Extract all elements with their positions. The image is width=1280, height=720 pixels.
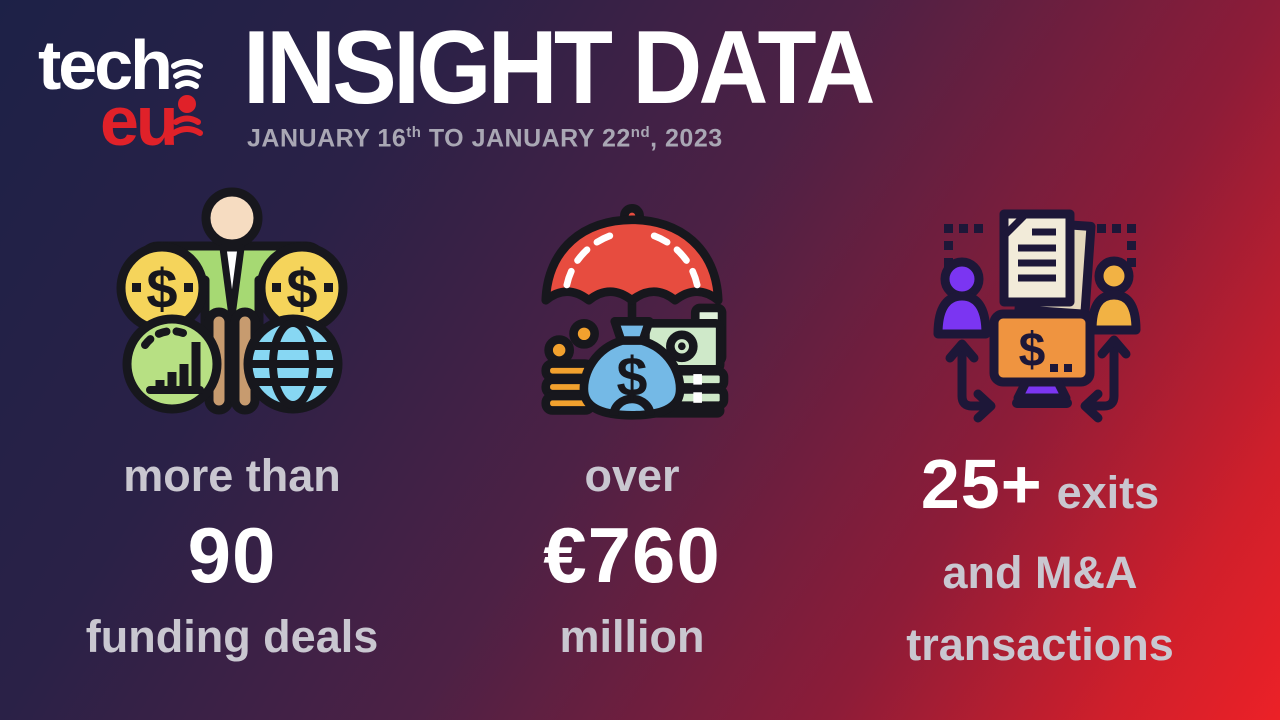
- date-part: , 2023: [650, 124, 723, 153]
- svg-text:$: $: [1019, 324, 1046, 377]
- stat-icon-wrap: $: [850, 184, 1230, 434]
- dollar-coin-right: $: [256, 242, 348, 334]
- stat-exits-ma: $ 25+ exits: [850, 184, 1230, 681]
- stat-value: 25+: [920, 445, 1043, 523]
- tie: [219, 244, 245, 320]
- svg-text:$: $: [617, 346, 648, 408]
- people-computer-transaction-icon: $: [933, 209, 1141, 423]
- stat-value: 90: [187, 511, 277, 600]
- umbrella-canopy: [541, 203, 723, 305]
- money-bag: $: [579, 317, 685, 420]
- stat-caption: over €760 million: [442, 446, 822, 666]
- stat-line2: transactions: [906, 619, 1174, 670]
- svg-text:$: $: [286, 257, 317, 320]
- umbrella-over-money-icon: $: [541, 203, 729, 420]
- logo-word-eu: eu: [100, 82, 179, 160]
- stat-line1: and M&A: [942, 547, 1138, 598]
- exchange-arrows: [945, 335, 1131, 423]
- stat-icon-wrap: $ $: [42, 184, 422, 434]
- page-title: INSIGHT DATA: [243, 10, 875, 126]
- stat-value: €760: [543, 511, 721, 600]
- date-range: JANUARY 16th TO JANUARY 22nd, 2023: [247, 124, 723, 153]
- signal-waves-icon: [171, 59, 203, 136]
- techeu-logo: tech eu: [38, 30, 248, 175]
- stat-line1: more than: [123, 450, 341, 501]
- date-part: JANUARY 16: [247, 124, 407, 153]
- person-left: [933, 257, 991, 339]
- stat-caption: more than 90 funding deals: [42, 446, 422, 666]
- date-ordinal: nd: [630, 124, 651, 141]
- stat-line2: million: [559, 611, 705, 663]
- stat-value-suffix: exits: [1056, 467, 1160, 518]
- person-head: [201, 187, 263, 249]
- stat-caption: 25+ exits and M&A transactions: [850, 446, 1230, 681]
- date-ordinal: th: [406, 124, 422, 141]
- documents: [999, 209, 1096, 319]
- stat-line-big: 25+ exits: [850, 446, 1230, 523]
- person-balancing-money-icon: $ $: [116, 187, 348, 415]
- stat-funding-deals: $ $: [42, 184, 422, 666]
- stat-line1: over: [584, 450, 680, 501]
- globe-bubble: [243, 314, 343, 414]
- svg-text:$: $: [146, 257, 177, 320]
- stat-line2: funding deals: [85, 611, 379, 663]
- logo-word-tech: tech: [38, 26, 173, 104]
- stat-icon-wrap: $: [442, 184, 822, 434]
- monitor: $: [989, 309, 1095, 408]
- bar-chart-bubble: [122, 314, 222, 414]
- date-part: TO JANUARY 22: [421, 124, 631, 153]
- stat-funding-amount: $ over €760 million: [442, 184, 822, 666]
- person-right: [1087, 256, 1141, 335]
